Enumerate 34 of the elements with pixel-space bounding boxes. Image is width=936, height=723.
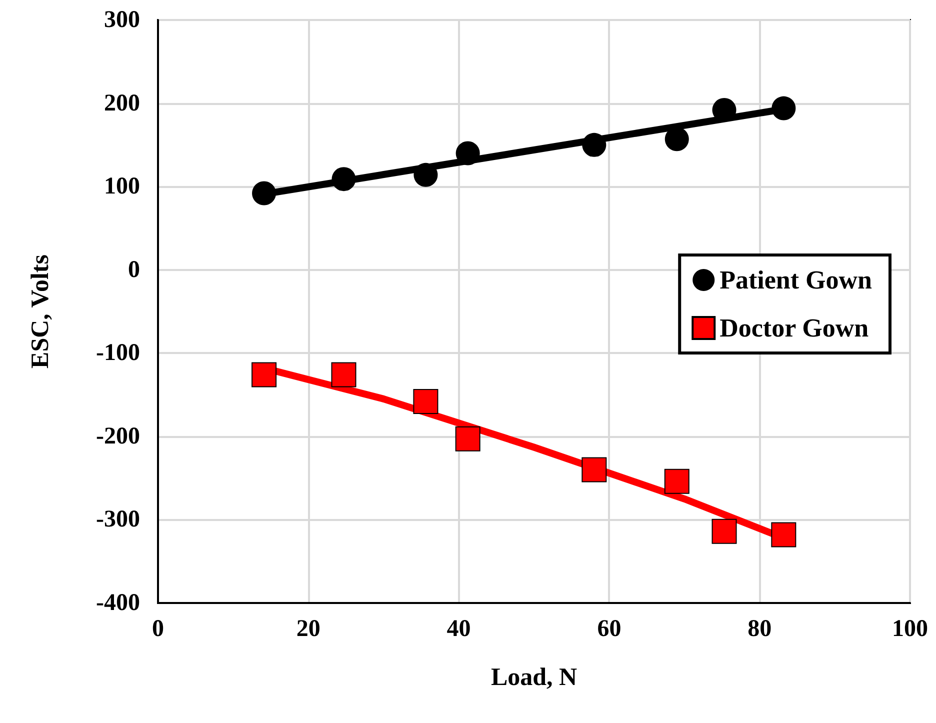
y-tick-label: -200 [96, 423, 140, 450]
point [771, 522, 796, 548]
x-tick-label: 60 [597, 616, 622, 642]
point [664, 468, 690, 494]
point [582, 132, 606, 157]
x-tick-label: 20 [296, 616, 320, 642]
point [456, 141, 480, 166]
x-tick-label: 40 [446, 616, 471, 642]
point [772, 96, 796, 120]
x-tick-label: 100 [892, 616, 928, 642]
y-tick-label: -100 [96, 340, 140, 366]
point [332, 167, 356, 192]
point [455, 426, 480, 452]
x-axis-title: Load, N [490, 664, 578, 691]
y-tick-label: 100 [104, 174, 140, 200]
point [331, 362, 356, 388]
point [712, 98, 736, 122]
point [414, 162, 438, 187]
point [664, 127, 689, 152]
y-tick-label: -300 [96, 506, 140, 533]
y-tick-label: 0 [128, 256, 140, 283]
legend-label: Doctor Gown [720, 314, 870, 342]
x-tick-label: 80 [748, 616, 772, 642]
x-tick-label: 0 [152, 616, 164, 642]
y-tick-label: 300 [104, 7, 140, 33]
point [252, 181, 276, 206]
legend-label: Patient Gown [720, 266, 873, 294]
point [413, 388, 438, 414]
y-tick-label: -400 [96, 590, 140, 616]
point [712, 518, 737, 544]
y-axis-title: ESC, Volts [27, 254, 54, 368]
y-tick-label: 200 [104, 90, 140, 116]
point [252, 362, 277, 388]
point [582, 457, 607, 482]
